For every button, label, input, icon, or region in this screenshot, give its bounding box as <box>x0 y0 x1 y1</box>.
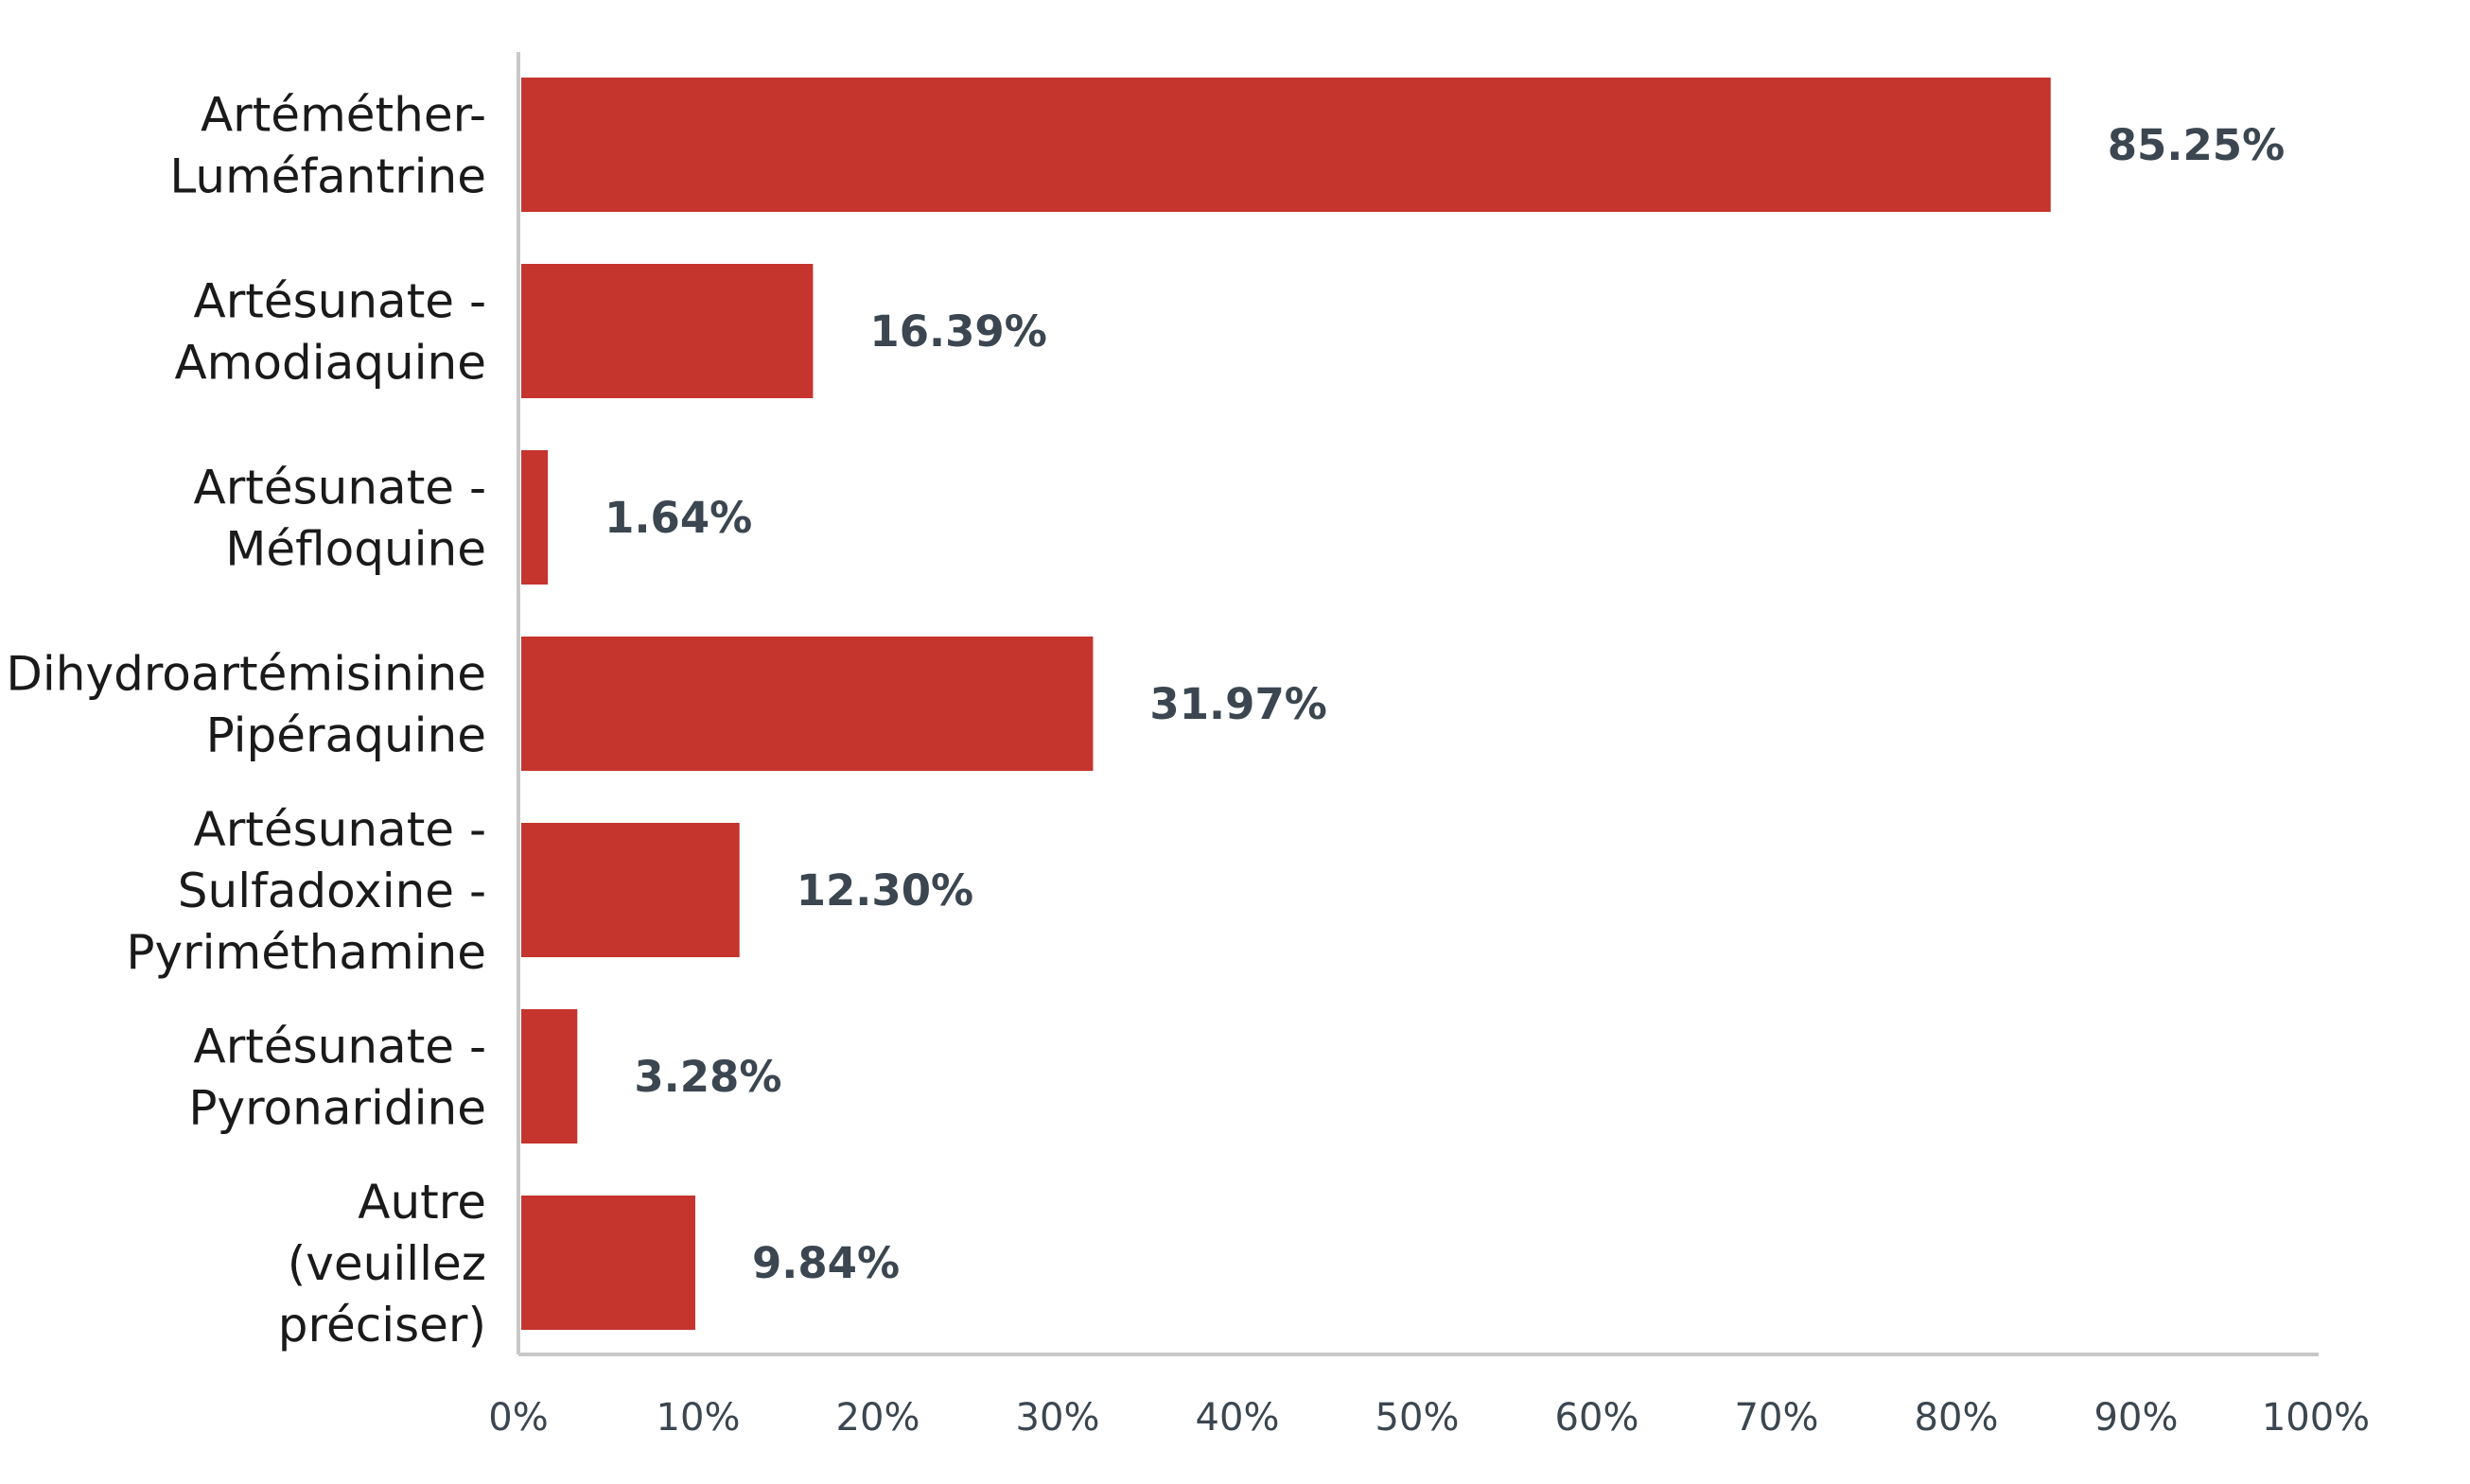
bar <box>521 78 2051 212</box>
x-tick-label: 30% <box>1016 1396 1100 1440</box>
data-label: 85.25% <box>2108 120 2285 170</box>
category-label-line: Sulfadoxine - <box>178 864 486 918</box>
category-label-line: Pyriméthamine <box>126 925 486 980</box>
x-tick-label: 80% <box>1915 1396 1999 1440</box>
category-label: Artésunate - Amodiaquine <box>174 274 486 391</box>
bar <box>521 823 740 957</box>
category-label-line: Autre <box>358 1175 486 1230</box>
category-label-line: Dihydroartémisinine <box>6 647 486 702</box>
category-label-line: Pyronaridine <box>188 1081 486 1136</box>
category-label: Autre (veuillez préciser) <box>278 1175 486 1353</box>
category-label: Dihydroartémisinine Pipéraquine <box>6 647 486 763</box>
category-label-line: Artésunate - <box>194 461 487 515</box>
category-label: Artéméther- Luméfantrine <box>169 88 486 204</box>
x-tick-label: 20% <box>836 1396 920 1440</box>
category-label-line: Luméfantrine <box>169 149 486 204</box>
x-tick-label: 60% <box>1555 1396 1639 1440</box>
data-label: 9.84% <box>752 1238 900 1288</box>
bar <box>521 1196 695 1330</box>
x-tick-label: 90% <box>2094 1396 2179 1440</box>
data-label: 12.30% <box>797 865 973 916</box>
category-label: Artésunate - Sulfadoxine - Pyriméthamine <box>126 802 486 980</box>
data-label: 1.64% <box>604 493 752 543</box>
category-label-line: Artésunate - <box>194 802 487 857</box>
bar <box>521 450 549 585</box>
data-label: 3.28% <box>634 1052 781 1102</box>
category-label-line: Artéméther- <box>201 88 486 143</box>
x-tick-label: 10% <box>657 1396 741 1440</box>
x-tick-label: 50% <box>1375 1396 1460 1440</box>
category-label-line: préciser) <box>278 1298 486 1353</box>
category-label-line: Amodiaquine <box>174 336 486 391</box>
category-label: Artésunate - Méfloquine <box>194 461 487 577</box>
bar <box>521 264 814 398</box>
category-label-line: Artésunate - <box>194 1020 487 1074</box>
x-tick-label: 100% <box>2262 1396 2370 1440</box>
category-label-line: Artésunate - <box>194 274 487 329</box>
category-label-line: Méfloquine <box>225 522 486 577</box>
bar <box>521 637 1094 771</box>
data-label: 31.97% <box>1149 679 1326 729</box>
x-tick-label: 0% <box>488 1396 548 1440</box>
data-label: 16.39% <box>869 306 1046 357</box>
category-label-line: (veuillez <box>288 1236 486 1291</box>
x-tick-label: 40% <box>1196 1396 1280 1440</box>
x-tick-label: 70% <box>1735 1396 1819 1440</box>
bar <box>521 1009 578 1144</box>
category-label-line: Pipéraquine <box>206 708 486 763</box>
category-label: Artésunate - Pyronaridine <box>188 1020 486 1136</box>
